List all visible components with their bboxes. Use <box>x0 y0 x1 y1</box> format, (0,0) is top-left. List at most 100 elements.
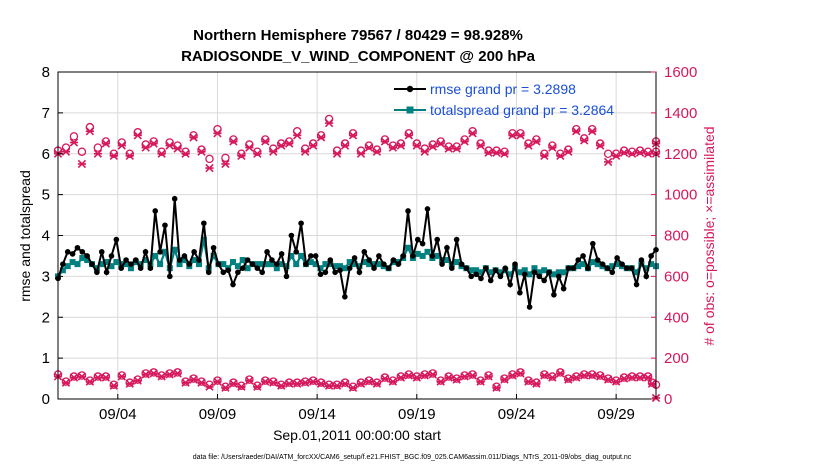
obs-assimilated-marker <box>596 141 605 150</box>
obs-possible-marker <box>117 371 127 380</box>
obs-assimilated-marker <box>340 141 350 150</box>
totalspread-marker <box>84 257 91 264</box>
obs-possible-marker <box>292 378 302 387</box>
obs-assimilated-marker <box>492 148 501 157</box>
obs-possible-marker <box>460 135 469 144</box>
totalspread-marker <box>550 271 557 278</box>
obs-possible-marker <box>492 146 501 155</box>
obs-assimilated-marker <box>356 379 366 388</box>
rmse-marker <box>638 257 645 263</box>
obs-possible-marker <box>165 369 174 378</box>
totalspread-marker <box>414 250 421 257</box>
obs-assimilated-marker <box>308 141 318 150</box>
obs-possible-marker <box>420 370 430 379</box>
obs-possible-marker <box>189 374 198 383</box>
totalspread-marker <box>74 261 81 268</box>
obs-assimilated-marker <box>69 138 79 147</box>
rmse-marker <box>79 249 86 255</box>
obs-assimilated-marker <box>125 379 134 388</box>
totalspread-marker <box>351 261 358 268</box>
rmse-marker <box>492 267 499 274</box>
obs-assimilated-marker <box>269 378 278 387</box>
obs-possible-marker <box>540 370 549 379</box>
rmse-marker <box>585 265 591 272</box>
rmse-marker <box>137 265 144 272</box>
obs-assimilated-marker <box>436 139 445 148</box>
rmse-marker <box>541 277 547 284</box>
obs-possible-marker <box>388 376 398 385</box>
obs-possible-marker <box>141 369 150 378</box>
left-tick-label: 8 <box>42 64 50 81</box>
obs-assimilated-marker <box>460 372 469 381</box>
totalspread-marker <box>473 267 480 274</box>
obs-possible-marker <box>372 145 382 154</box>
obs-possible-marker <box>356 378 366 387</box>
obs-assimilated-marker <box>205 382 214 391</box>
obs-assimilated-marker <box>229 137 238 146</box>
obs-possible-marker <box>619 373 629 382</box>
totalspread-marker <box>317 265 324 272</box>
rmse-marker <box>444 244 450 251</box>
rmse-marker <box>517 289 523 296</box>
obs-assimilated-marker <box>404 371 413 380</box>
obs-possible-marker <box>364 141 374 150</box>
right-axis-ticks: 0 200 400 600 800 1000 1200 1400 1600 <box>651 64 697 408</box>
totalspread-marker <box>371 261 378 268</box>
rmse-marker <box>283 273 290 280</box>
obs-possible-marker <box>572 372 581 381</box>
obs-assimilated-marker <box>61 378 71 387</box>
rmse-marker <box>254 265 261 272</box>
obs-assimilated-marker <box>508 131 517 140</box>
rmse-marker <box>361 249 368 255</box>
obs-possible-marker <box>189 131 198 140</box>
obs-assimilated-marker <box>540 371 549 380</box>
obs-possible-marker <box>253 381 262 390</box>
obs-possible-marker <box>404 370 414 379</box>
obs-possible-marker <box>205 380 214 389</box>
obs-possible-marker <box>125 149 135 158</box>
obs-assimilated-marker <box>508 371 517 380</box>
left-tick-label: 3 <box>42 268 50 285</box>
obs-assimilated-marker <box>221 383 230 392</box>
totalspread-marker <box>264 261 271 268</box>
rmse-marker <box>171 195 178 202</box>
obs-assimilated-marker <box>261 377 270 386</box>
obs-possible-marker <box>61 377 71 386</box>
obs-assimilated-marker <box>588 371 597 380</box>
obs-assimilated-marker <box>253 382 262 391</box>
obs-possible-marker <box>476 139 485 148</box>
obs-assimilated-marker <box>301 147 310 156</box>
totalspread-marker <box>123 261 130 268</box>
obs-possible-marker <box>627 147 637 156</box>
rmse-marker <box>215 261 222 267</box>
obs-assimilated-marker <box>556 151 565 160</box>
obs-assimilated-marker <box>396 373 406 382</box>
obs-assimilated-marker <box>125 151 134 160</box>
obs-possible-marker <box>611 376 621 385</box>
totalspread-marker <box>346 259 353 266</box>
obs-possible-marker <box>300 377 310 386</box>
obs-possible-marker <box>579 134 589 143</box>
rmse-marker <box>60 261 66 267</box>
obs-possible-marker <box>229 135 238 144</box>
rmse-marker <box>89 261 95 267</box>
obs-assimilated-marker <box>245 143 254 152</box>
obs-assimilated-marker <box>101 139 111 148</box>
totalspread-marker <box>341 265 348 272</box>
totalspread-marker <box>327 261 334 268</box>
obs-possible-marker <box>436 376 445 385</box>
right-tick-label: 400 <box>664 309 689 326</box>
obs-possible-marker <box>396 372 406 381</box>
rmse-marker <box>463 265 470 272</box>
obs-assimilated-marker <box>572 373 581 382</box>
obs-possible-marker <box>627 372 637 381</box>
rmse-marker <box>468 273 475 280</box>
totalspread-marker <box>614 261 621 268</box>
obs-assimilated-marker <box>420 147 429 156</box>
obs-possible-marker <box>444 142 453 151</box>
obs-possible-marker <box>524 139 533 148</box>
rmse-marker <box>619 261 625 267</box>
obs-assimilated-marker <box>647 379 657 388</box>
obs-possible-marker <box>540 149 549 158</box>
obs-assimilated-marker <box>596 372 605 381</box>
